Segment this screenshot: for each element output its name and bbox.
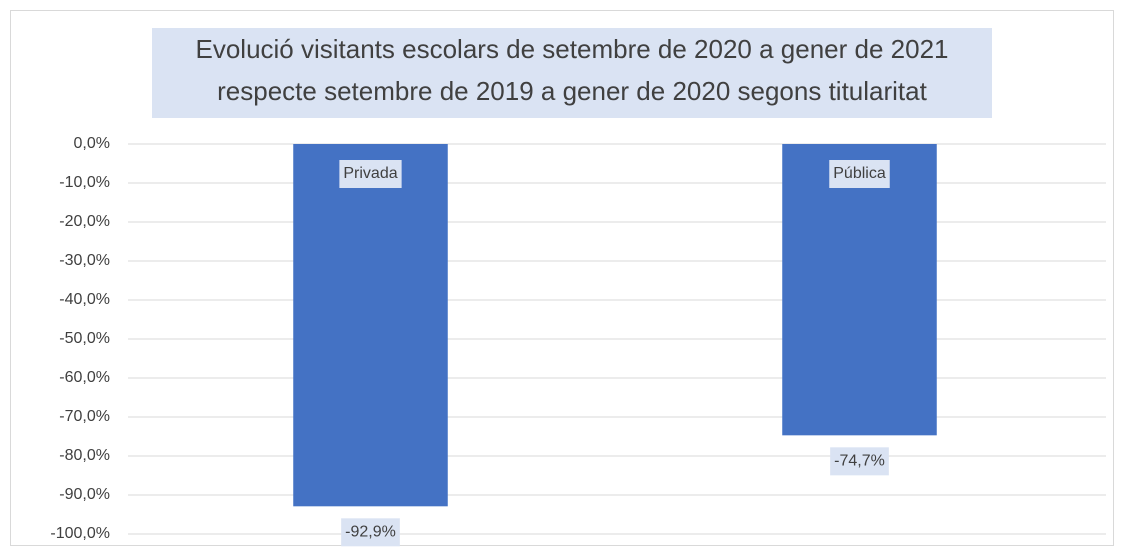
chart-title: Evolució visitants escolars de setembre …	[195, 34, 948, 64]
category-label: Pública	[833, 165, 886, 182]
y-tick-label: -90,0%	[59, 486, 110, 503]
title-box	[152, 28, 992, 118]
y-tick-label: -20,0%	[59, 213, 110, 230]
category-label-box	[829, 160, 890, 188]
y-tick-label: -70,0%	[59, 408, 110, 425]
y-tick-label: -40,0%	[59, 291, 110, 308]
chart-title: respecte setembre de 2019 a gener de 202…	[217, 76, 927, 106]
value-label-box	[341, 518, 400, 547]
y-tick-label: -30,0%	[59, 252, 110, 269]
category-label: Privada	[343, 165, 397, 182]
y-tick-label: -100,0%	[50, 525, 110, 542]
y-tick-label: -10,0%	[59, 174, 110, 191]
bar	[782, 144, 937, 436]
y-tick-label: -50,0%	[59, 330, 110, 347]
y-tick-label: -80,0%	[59, 447, 110, 464]
bar	[293, 144, 448, 507]
value-label: -92,9%	[345, 524, 396, 541]
category-label-box	[339, 160, 402, 188]
y-tick-label: 0,0%	[74, 135, 110, 152]
value-label-box	[830, 447, 889, 476]
y-tick-label: -60,0%	[59, 369, 110, 386]
value-label: -74,7%	[834, 453, 885, 470]
